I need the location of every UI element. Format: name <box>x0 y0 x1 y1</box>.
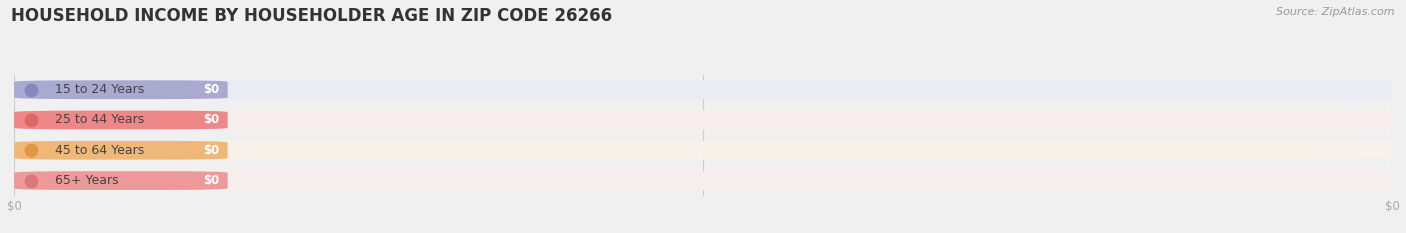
Text: 45 to 64 Years: 45 to 64 Years <box>55 144 145 157</box>
Text: $0: $0 <box>202 83 219 96</box>
FancyBboxPatch shape <box>14 171 1392 190</box>
FancyBboxPatch shape <box>14 111 228 129</box>
FancyBboxPatch shape <box>14 111 1392 129</box>
Text: HOUSEHOLD INCOME BY HOUSEHOLDER AGE IN ZIP CODE 26266: HOUSEHOLD INCOME BY HOUSEHOLDER AGE IN Z… <box>11 7 613 25</box>
Text: $0: $0 <box>202 113 219 127</box>
FancyBboxPatch shape <box>14 141 1392 160</box>
Text: 15 to 24 Years: 15 to 24 Years <box>55 83 145 96</box>
Text: 25 to 44 Years: 25 to 44 Years <box>55 113 145 127</box>
Text: $0: $0 <box>202 174 219 187</box>
FancyBboxPatch shape <box>14 80 1392 99</box>
FancyBboxPatch shape <box>14 171 228 190</box>
FancyBboxPatch shape <box>14 141 228 160</box>
FancyBboxPatch shape <box>14 80 228 99</box>
Text: Source: ZipAtlas.com: Source: ZipAtlas.com <box>1277 7 1395 17</box>
Text: $0: $0 <box>202 144 219 157</box>
Text: 65+ Years: 65+ Years <box>55 174 120 187</box>
